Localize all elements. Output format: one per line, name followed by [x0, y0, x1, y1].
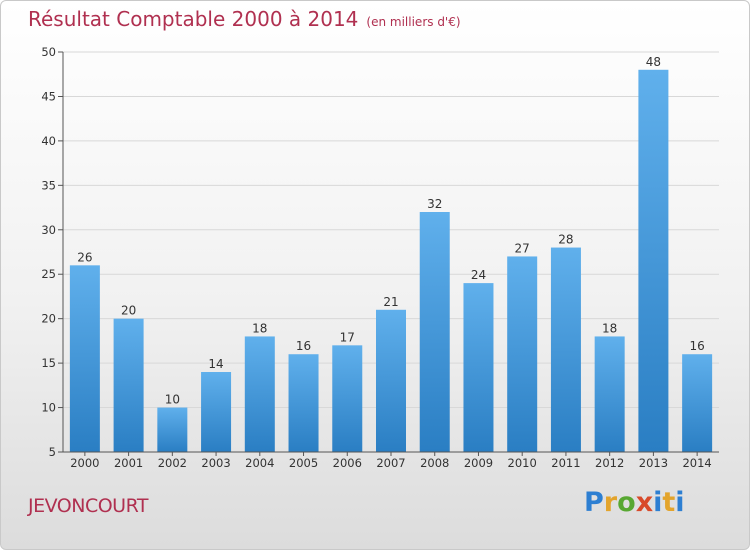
bar-2008: [419, 212, 450, 452]
value-label: 24: [471, 268, 486, 282]
value-label: 27: [515, 241, 530, 255]
bar-2010: [507, 256, 538, 452]
value-label: 14: [208, 357, 223, 371]
logo-letter: i: [653, 487, 663, 518]
x-tick-label: 2008: [420, 456, 449, 470]
bar-2001: [113, 318, 144, 452]
value-label: 26: [77, 250, 92, 264]
x-tick-label: 2013: [639, 456, 668, 470]
bar-2009: [463, 283, 494, 452]
x-tick-label: 2011: [551, 456, 580, 470]
x-tick-label: 2006: [333, 456, 362, 470]
logo-letter: t: [662, 487, 676, 518]
x-tick-label: 2007: [376, 456, 405, 470]
bar-2014: [682, 354, 713, 452]
y-tick-label: 45: [41, 89, 56, 103]
bar-2006: [332, 345, 363, 452]
y-tick-label: 10: [41, 401, 56, 415]
bar-2011: [550, 247, 581, 452]
chart-title-text: Résultat Comptable 2000 à 2014: [28, 7, 359, 31]
x-tick-label: 2009: [464, 456, 493, 470]
bar-2005: [288, 354, 319, 452]
y-tick-label: 20: [41, 312, 56, 326]
chart-unit: (en milliers d'€): [366, 15, 461, 29]
value-label: 16: [689, 339, 704, 353]
place-name: JEVONCOURT: [28, 495, 149, 517]
value-label: 16: [296, 339, 311, 353]
x-tick-label: 2000: [70, 456, 99, 470]
x-tick-label: 2014: [682, 456, 711, 470]
value-label: 32: [427, 197, 442, 211]
x-tick-label: 2003: [201, 456, 230, 470]
chart-title: Résultat Comptable 2000 à 2014 (en millie…: [28, 7, 461, 31]
bar-2004: [244, 336, 275, 452]
logo-letter: i: [675, 487, 685, 518]
value-label: 17: [340, 330, 355, 344]
y-tick-label: 25: [41, 267, 56, 281]
value-label: 18: [602, 321, 617, 335]
y-tick-label: 35: [41, 178, 56, 192]
y-tick-label: 5: [49, 445, 56, 459]
proxiti-logo: Proxiti: [584, 487, 685, 518]
x-tick-label: 2001: [114, 456, 143, 470]
logo-letter: o: [617, 487, 636, 518]
y-tick-label: 30: [41, 223, 56, 237]
bar-2013: [638, 69, 669, 453]
value-label: 21: [383, 295, 398, 309]
x-tick-label: 2002: [158, 456, 187, 470]
y-tick-label: 15: [41, 356, 56, 370]
value-label: 20: [121, 304, 136, 318]
bar-2000: [69, 265, 100, 452]
value-label: 10: [165, 393, 180, 407]
bar-2007: [376, 309, 406, 452]
x-tick-label: 2012: [595, 456, 624, 470]
x-tick-label: 2005: [289, 456, 318, 470]
x-tick-label: 2010: [508, 456, 537, 470]
bar-2002: [157, 407, 188, 452]
y-tick-label: 40: [41, 134, 56, 148]
logo-letter: P: [584, 487, 604, 518]
value-label: 28: [558, 233, 573, 247]
y-tick-label: 50: [41, 45, 56, 59]
x-tick-label: 2004: [245, 456, 274, 470]
logo-letter: x: [635, 487, 654, 518]
bar-2012: [594, 336, 625, 452]
logo-letter: r: [603, 487, 618, 518]
bar-2003: [201, 372, 232, 452]
value-label: 48: [646, 55, 661, 69]
value-label: 18: [252, 321, 267, 335]
